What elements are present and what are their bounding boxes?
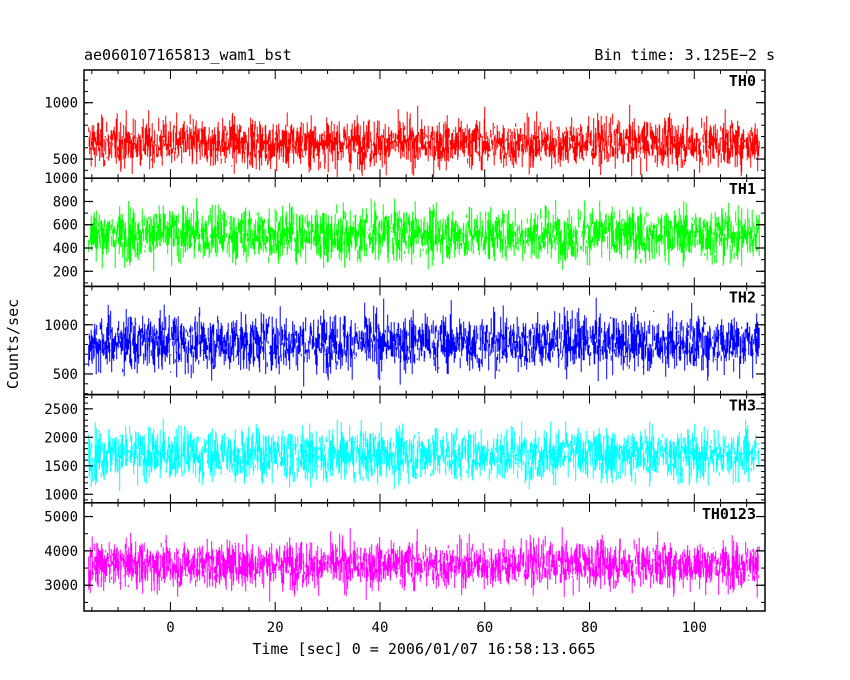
y-tick-label: 1000 [44,171,78,187]
panel-th3: 1000 1500 2000 2500 TH3 [44,393,766,504]
series-trace-th0123 [88,527,760,602]
bin-time-label: Bin time: 3.125E−2 s [594,46,775,64]
x-tick-label: 80 [581,620,598,636]
y-tick-label: 200 [53,264,78,280]
series-trace-th1 [88,197,760,272]
panels-group: 5001000TH02004006008001000TH15001000TH21… [44,69,766,636]
panel-label-th1: TH1 [729,180,756,198]
y-tick-label: 5000 [44,510,78,526]
y-tick-label: 1000 [44,487,78,503]
y-tick-label: 1500 [44,459,78,475]
chart-title: ae060107165813_wam1_bst [84,46,292,64]
y-tick-label: 500 [53,152,78,168]
x-axis-label: Time [sec] 0 = 2006/01/07 16:58:13.665 [252,640,595,658]
y-tick-label: 2000 [44,430,78,446]
y-tick-label: 800 [53,194,78,210]
y-axis-label: Counts/sec [4,299,22,389]
y-tick-label: 600 [53,218,78,234]
series-trace-th2 [88,297,760,387]
panel-label-th3: TH3 [729,397,756,415]
x-tick-label: 100 [682,620,707,636]
panel-label-th0: TH0 [729,72,756,90]
series-trace-th3 [88,418,760,491]
y-tick-label: 400 [53,241,78,257]
y-tick-label: 3000 [44,578,78,594]
panel-th1: 200 400 600 800 1000 TH1 [44,171,766,288]
x-tick-label: 0 [166,620,174,636]
y-tick-label: 4000 [44,544,78,560]
y-tick-label: 1000 [44,318,78,334]
y-tick-label: 2500 [44,402,78,418]
panel-label-th0123: TH0123 [702,505,756,523]
y-tick-label: 500 [53,367,78,383]
panel-frame [83,502,766,612]
x-tick-label: 40 [372,620,389,636]
panel-th2: 500 1000 TH2 [44,285,766,396]
series-trace-th0 [88,104,760,178]
panel-label-th2: TH2 [729,288,756,306]
x-tick-label: 20 [267,620,284,636]
y-tick-label: 1000 [44,96,78,112]
panel-th0123: 3000 4000 5000 TH0123 [44,502,766,612]
panel-th0: 500 1000 TH0 [44,69,766,179]
x-tick-label: 60 [476,620,493,636]
